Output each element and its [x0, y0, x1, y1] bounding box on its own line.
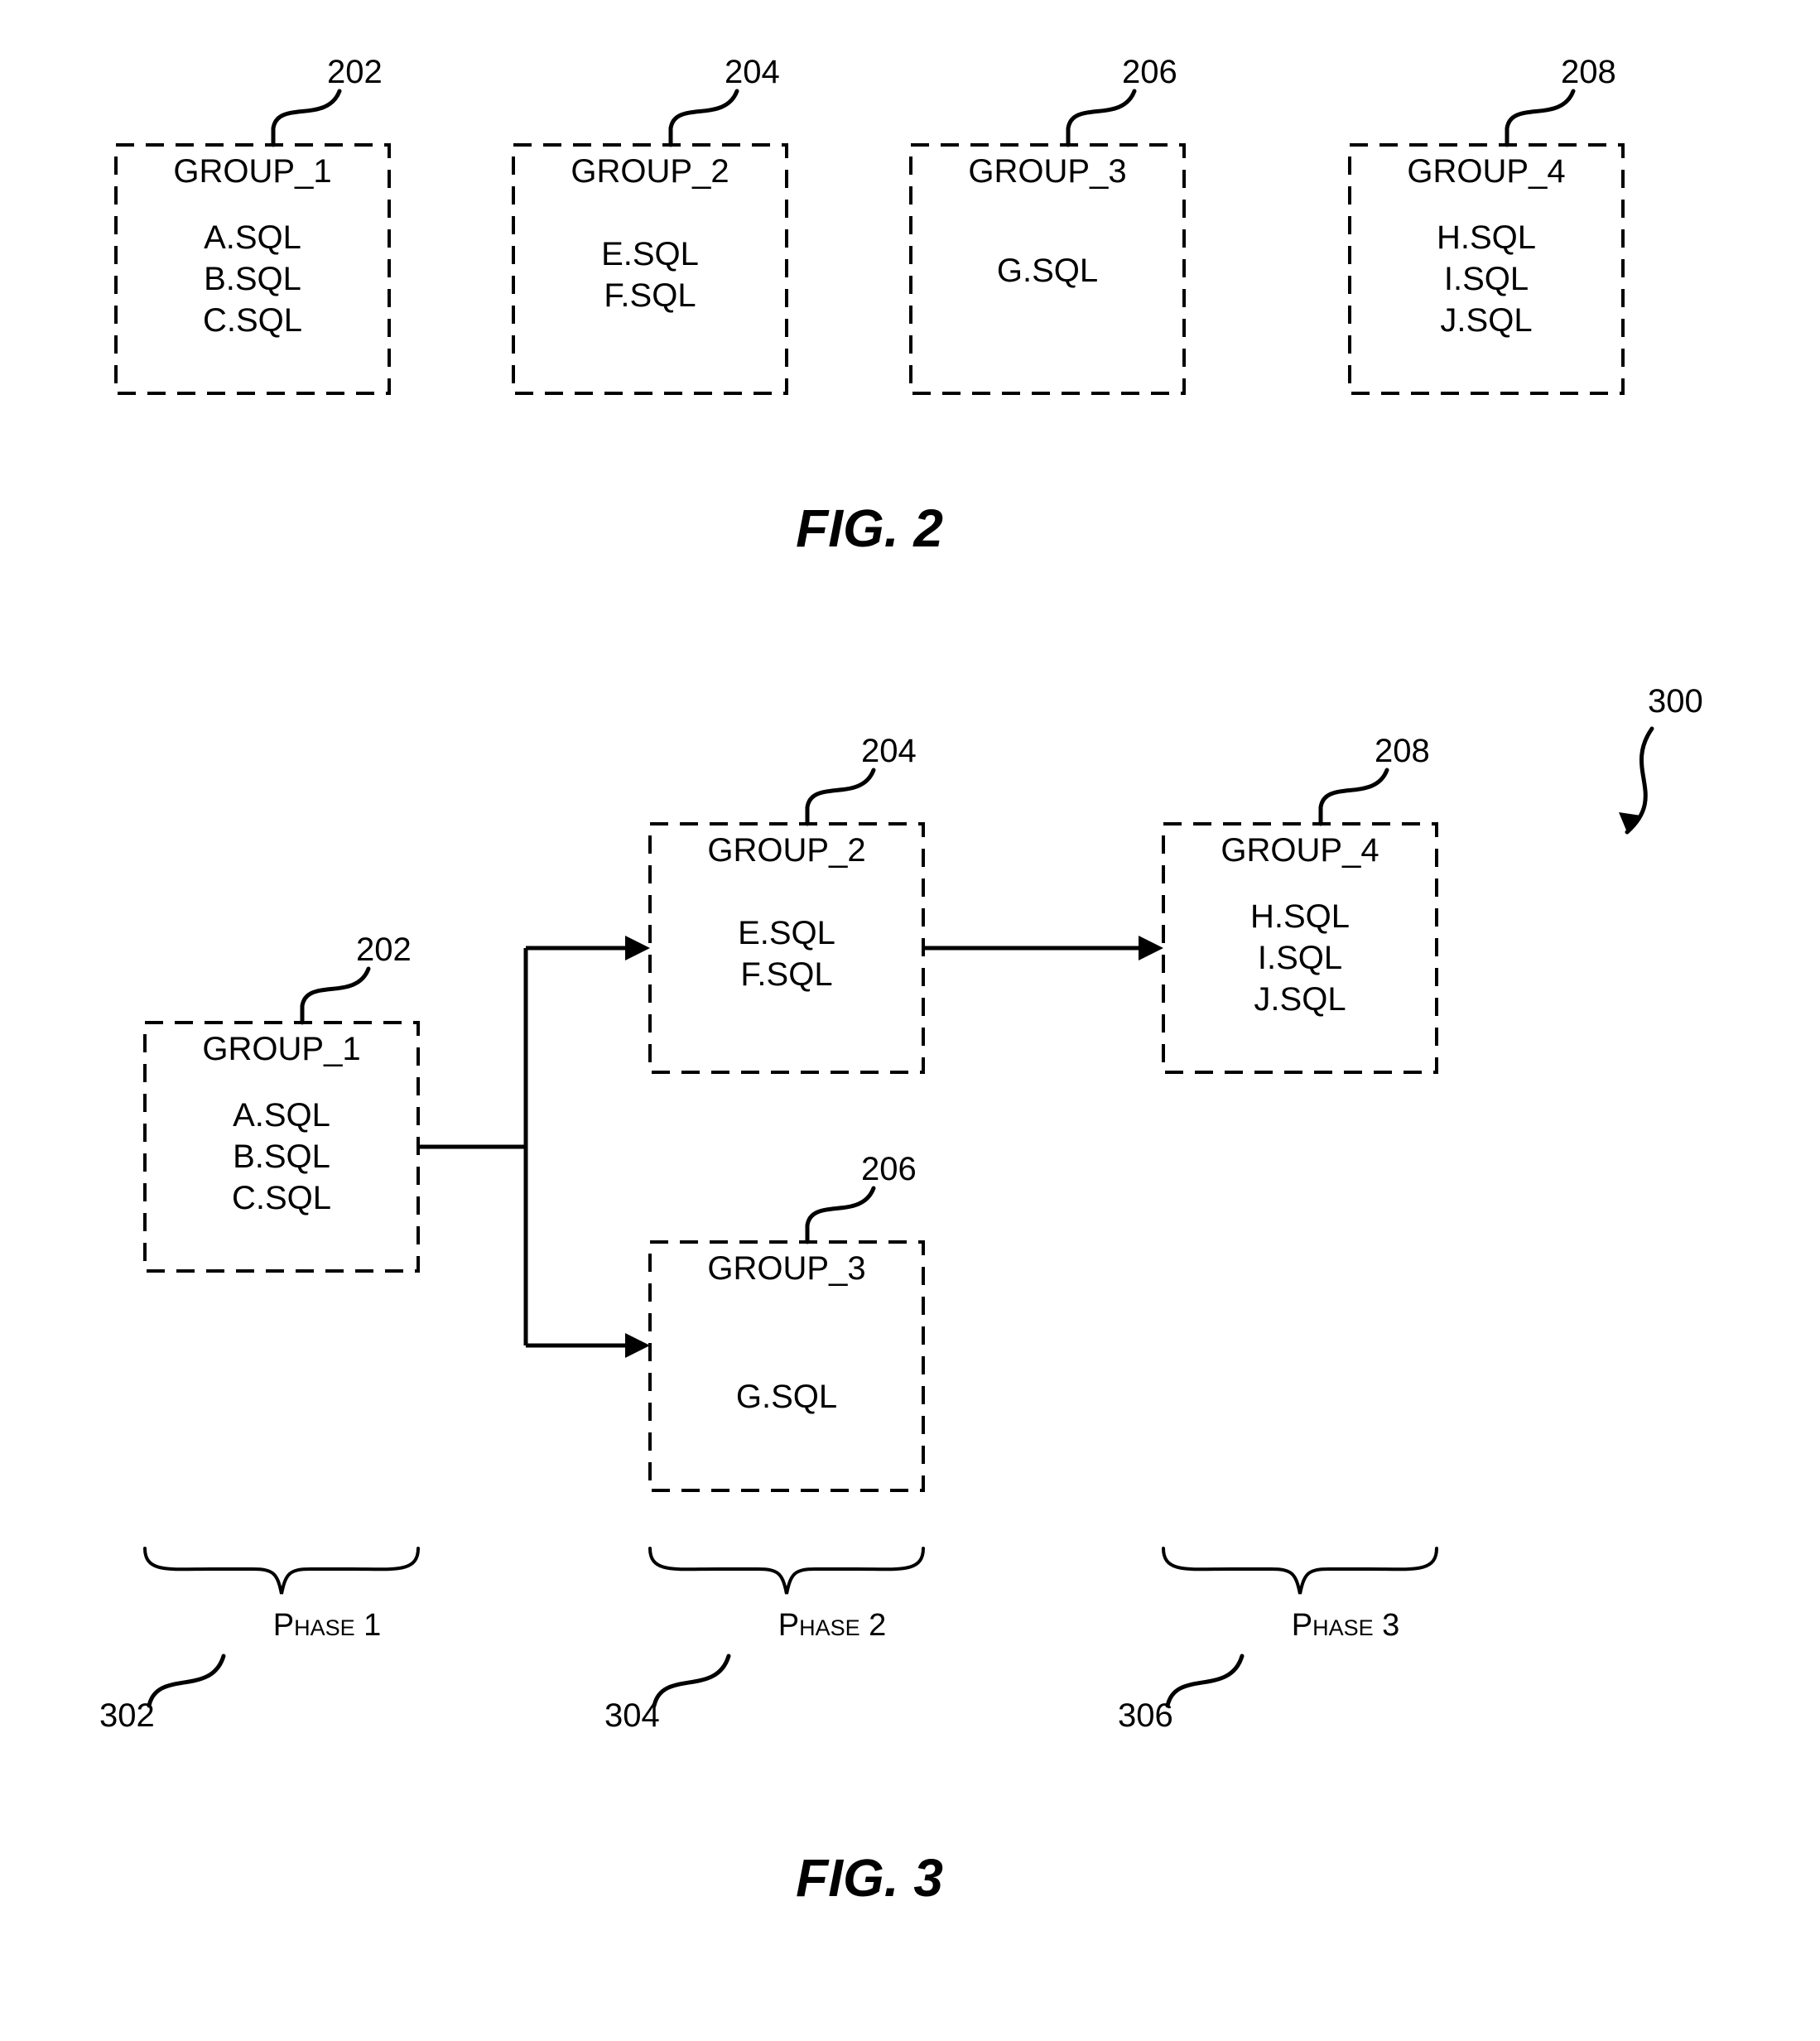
fig3-group4-ref: 208: [1375, 733, 1430, 769]
phase2-ref: 304: [604, 1697, 660, 1734]
arrow-g1-fork: [418, 936, 650, 1358]
fig2-group1-item1: B.SQL: [204, 261, 301, 297]
fig2-group4-title: GROUP_4: [1407, 153, 1565, 190]
fig2-group4-item2: J.SQL: [1440, 302, 1532, 339]
fig2-group4-box: GROUP_4 H.SQL I.SQL J.SQL 208: [1350, 54, 1623, 393]
fig3-ref-300: 300: [1619, 683, 1703, 832]
fig2-group2-item1: F.SQL: [604, 277, 696, 314]
fig3-group2-title: GROUP_2: [707, 832, 865, 869]
fig2-group3-title: GROUP_3: [968, 153, 1126, 190]
fig3-group3-title: GROUP_3: [707, 1250, 865, 1287]
fig2-group4-item1: I.SQL: [1444, 261, 1529, 297]
phase1-brace: Phase 1 302: [99, 1548, 418, 1734]
fig3-group3-ref: 206: [861, 1151, 917, 1187]
fig2-group4-item0: H.SQL: [1437, 219, 1536, 256]
fig2-group1-ref: 202: [327, 54, 383, 90]
fig2-group3-item0: G.SQL: [997, 253, 1098, 289]
fig3-group3-item0: G.SQL: [736, 1379, 837, 1415]
fig3-group2-item1: F.SQL: [740, 956, 832, 993]
fig3-group1-item0: A.SQL: [233, 1097, 330, 1134]
phase3-label: Phase 3: [1292, 1608, 1400, 1643]
fig3-group2-ref: 204: [861, 733, 917, 769]
fig3: 300 GROUP_1 A.SQL B.SQL C.SQL 202 GROUP_…: [99, 683, 1703, 1908]
fig3-group4-item0: H.SQL: [1250, 898, 1350, 935]
fig2-caption: FIG. 2: [796, 498, 943, 558]
phase2-brace: Phase 2 304: [604, 1548, 923, 1734]
fig3-group1-item2: C.SQL: [232, 1180, 331, 1216]
fig3-ref-300-label: 300: [1648, 683, 1703, 720]
fig2-group4-ref: 208: [1561, 54, 1616, 90]
phase1-ref: 302: [99, 1697, 155, 1734]
fig3-group4-item2: J.SQL: [1254, 981, 1346, 1018]
fig2-group2-box: GROUP_2 E.SQL F.SQL 204: [513, 54, 787, 393]
fig3-group1-ref: 202: [356, 931, 412, 968]
fig3-group2-item0: E.SQL: [738, 915, 835, 951]
fig2-group2-title: GROUP_2: [571, 153, 729, 190]
fig3-group1-title: GROUP_1: [202, 1031, 360, 1067]
fig3-group1-box: GROUP_1 A.SQL B.SQL C.SQL 202: [145, 931, 418, 1271]
fig2-group2-item0: E.SQL: [601, 236, 699, 272]
fig2-group1-box: GROUP_1 A.SQL B.SQL C.SQL 202: [116, 54, 389, 393]
fig3-group3-box: GROUP_3 G.SQL 206: [650, 1151, 923, 1490]
fig3-caption: FIG. 3: [796, 1848, 943, 1908]
fig2-group1-title: GROUP_1: [173, 153, 331, 190]
fig2-group1-item0: A.SQL: [204, 219, 301, 256]
fig3-group4-item1: I.SQL: [1258, 940, 1342, 976]
arrow-g2-g4: [923, 936, 1163, 960]
phase3-brace: Phase 3 306: [1118, 1548, 1437, 1734]
phase2-label: Phase 2: [778, 1608, 887, 1643]
fig3-group4-title: GROUP_4: [1221, 832, 1379, 869]
fig2-group1-item2: C.SQL: [203, 302, 302, 339]
fig2-group3-ref: 206: [1122, 54, 1177, 90]
phase3-ref: 306: [1118, 1697, 1173, 1734]
phase1-label: Phase 1: [273, 1608, 382, 1643]
fig2-group2-ref: 204: [725, 54, 780, 90]
fig2-group3-box: GROUP_3 G.SQL 206: [911, 54, 1184, 393]
fig3-group4-box: GROUP_4 H.SQL I.SQL J.SQL 208: [1163, 733, 1437, 1072]
fig2: GROUP_1 A.SQL B.SQL C.SQL 202 GROUP_2 E.…: [116, 54, 1623, 558]
fig3-group2-box: GROUP_2 E.SQL F.SQL 204: [650, 733, 923, 1072]
fig3-group1-item1: B.SQL: [233, 1138, 330, 1175]
